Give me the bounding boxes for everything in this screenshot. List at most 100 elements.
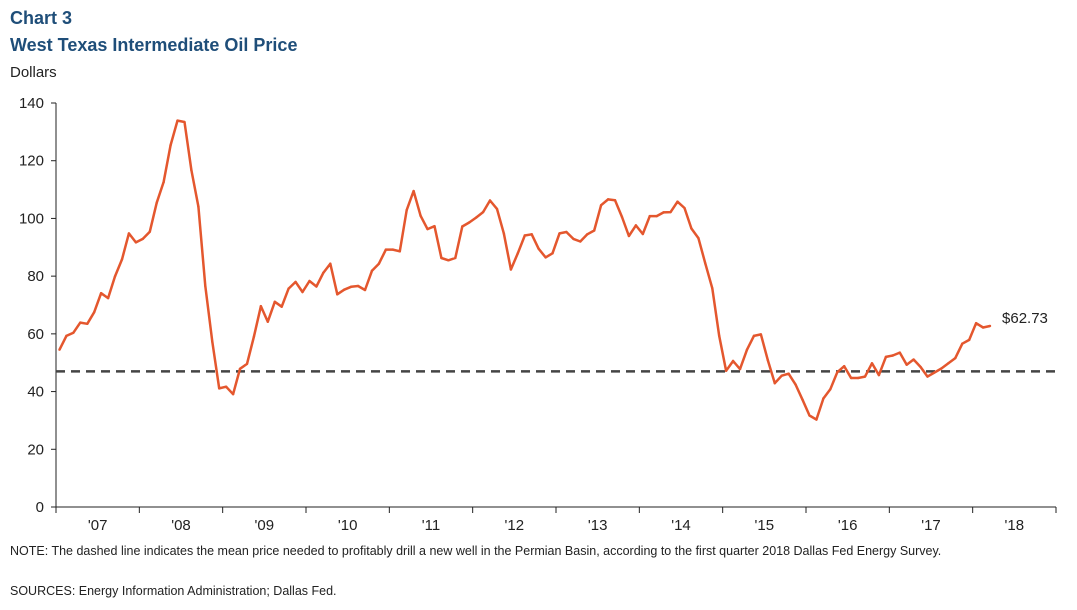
data-point [481, 210, 485, 214]
data-point [537, 247, 540, 250]
data-point [238, 367, 242, 370]
data-point [294, 280, 297, 284]
data-point [370, 269, 374, 272]
x-tick-label: '07 [88, 517, 108, 534]
data-point [433, 225, 436, 228]
data-point [711, 287, 714, 290]
data-point [169, 143, 172, 147]
data-point [204, 284, 207, 288]
data-point [655, 214, 658, 218]
y-tick-label: 100 [19, 210, 44, 227]
data-point [259, 304, 263, 308]
data-point [426, 227, 429, 231]
x-tick-label: '14 [671, 517, 691, 534]
data-point [940, 367, 943, 370]
data-point [842, 364, 846, 368]
x-tick-label: '18 [1005, 517, 1025, 534]
data-point [58, 348, 61, 351]
data-point [634, 224, 638, 227]
data-point [627, 234, 631, 238]
data-point [579, 240, 582, 243]
data-point [967, 338, 971, 342]
data-point [683, 206, 686, 210]
data-point [440, 256, 443, 260]
x-tick-label: '13 [588, 517, 608, 534]
data-point [217, 387, 221, 390]
data-point [794, 383, 797, 386]
x-tick-label: '09 [255, 517, 275, 534]
data-point [523, 234, 526, 237]
y-tick-label: 0 [36, 499, 44, 516]
x-tick-label: '12 [505, 517, 525, 534]
data-point [544, 256, 547, 259]
data-point [349, 285, 353, 289]
data-point [759, 333, 763, 336]
data-point [252, 335, 256, 338]
data-point [266, 320, 270, 323]
data-point [363, 288, 367, 292]
data-point [981, 326, 985, 329]
data-point [724, 369, 728, 372]
data-point [697, 236, 700, 240]
data-point [954, 356, 957, 360]
data-point [419, 214, 422, 218]
data-point [717, 334, 721, 338]
data-point [926, 375, 929, 378]
data-point [315, 285, 318, 288]
data-point [738, 367, 742, 371]
data-point [322, 271, 325, 274]
data-points [58, 119, 992, 421]
data-point [509, 268, 513, 271]
y-tick-label: 80 [27, 268, 44, 285]
data-point [884, 355, 888, 359]
data-point [280, 305, 283, 308]
data-point [870, 362, 874, 365]
data-point [648, 214, 651, 218]
data-point [613, 199, 617, 202]
data-point [454, 256, 457, 260]
data-point [974, 321, 978, 325]
data-point [211, 340, 214, 343]
data-point [690, 227, 693, 230]
data-point [79, 321, 82, 324]
y-axis-label: Dollars [10, 64, 57, 81]
data-point [113, 275, 117, 278]
data-point [815, 418, 818, 421]
data-point [190, 169, 193, 172]
x-tick-label: '16 [838, 517, 858, 534]
data-point [224, 385, 228, 388]
y-tick-label: 140 [19, 95, 44, 112]
data-point [947, 362, 950, 365]
data-point [141, 237, 145, 241]
data-point [676, 200, 679, 203]
chart-sources: SOURCES: Energy Information Administrati… [10, 584, 337, 598]
data-point [988, 324, 992, 328]
x-tick-label: '10 [338, 517, 358, 534]
data-point [961, 342, 964, 345]
data-point [801, 398, 804, 401]
y-tick-label: 40 [27, 384, 44, 401]
x-tick-label: '11 [422, 517, 440, 534]
data-point [752, 334, 756, 338]
data-point [474, 216, 478, 219]
data-point [572, 237, 575, 241]
data-point [329, 262, 332, 265]
data-point [849, 376, 853, 380]
data-point [447, 259, 450, 262]
chart-note: NOTE: The dashed line indicates the mean… [10, 544, 942, 558]
data-point [342, 288, 346, 291]
data-point [405, 208, 408, 212]
data-point [502, 232, 506, 235]
data-point [72, 331, 75, 334]
data-point [308, 279, 311, 283]
data-point [620, 215, 624, 219]
data-point [86, 322, 89, 325]
data-point [606, 198, 610, 201]
data-point [99, 291, 103, 295]
data-point [356, 284, 360, 288]
data-point [273, 300, 276, 304]
axes [55, 103, 1056, 508]
data-point [863, 375, 867, 378]
data-point [134, 241, 138, 244]
data-point [704, 262, 707, 265]
